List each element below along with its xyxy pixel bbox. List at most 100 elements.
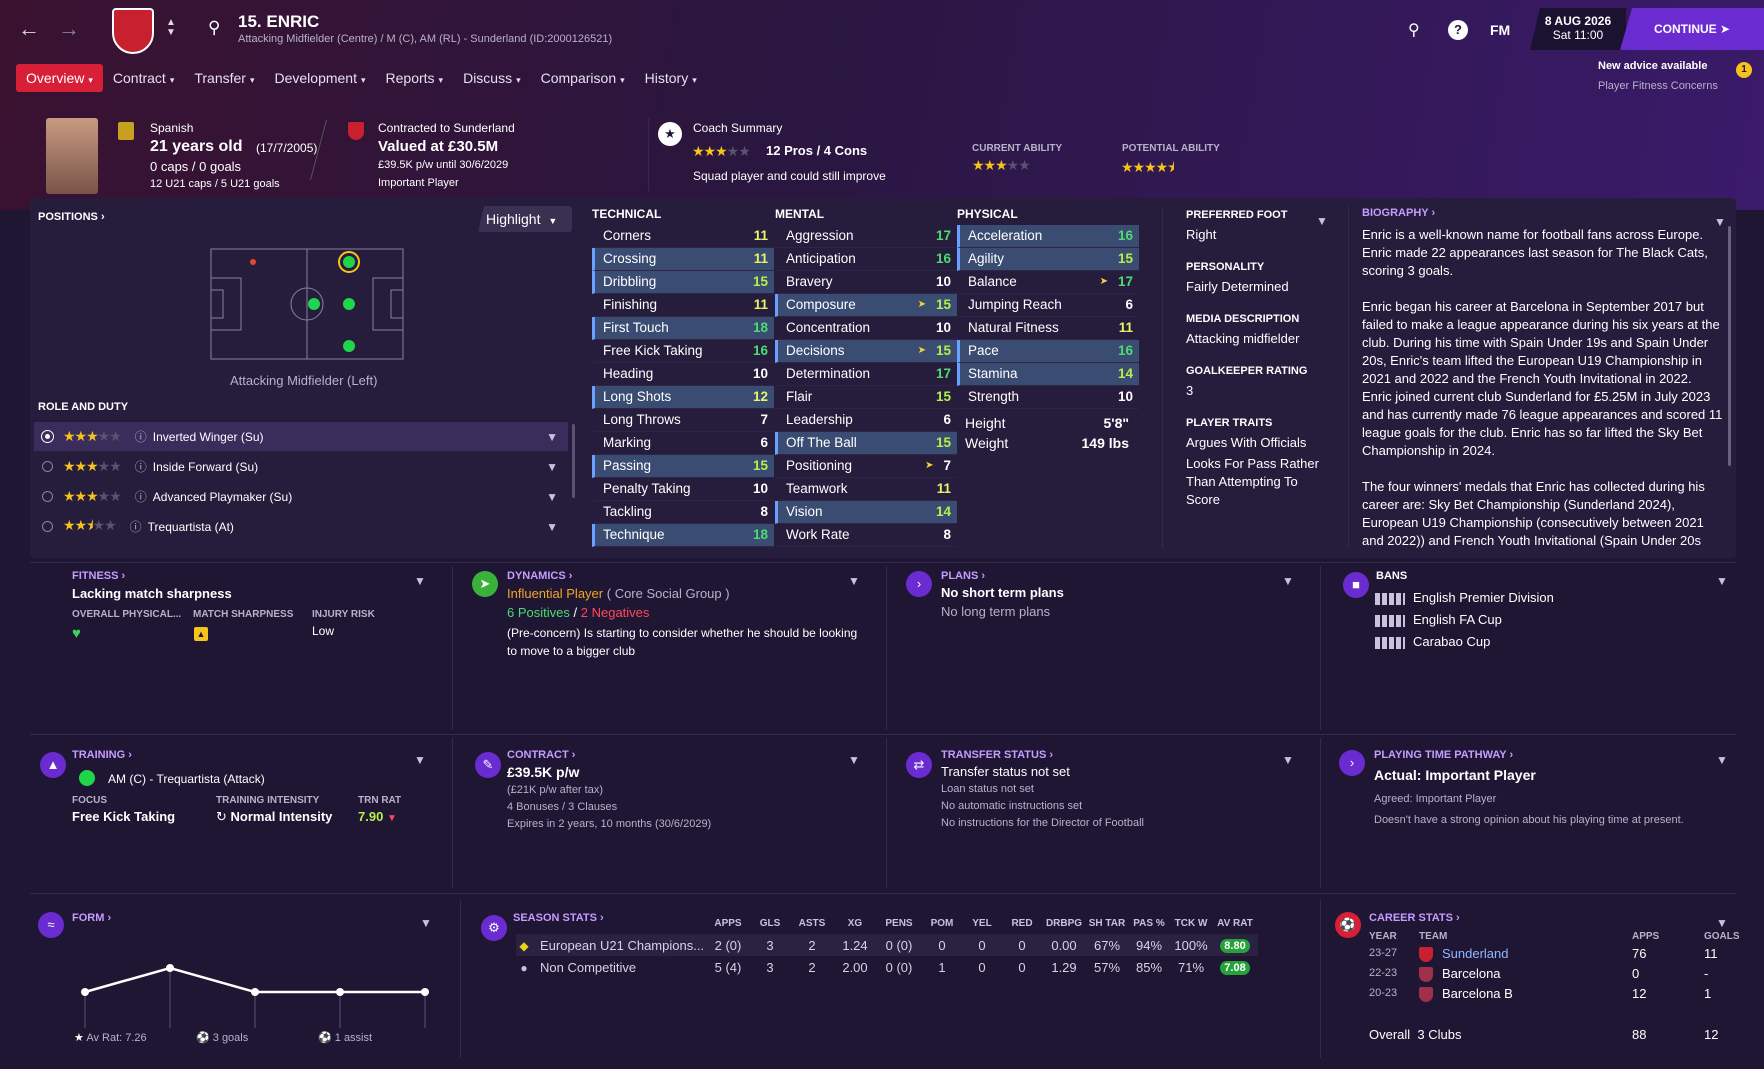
info-icon[interactable]: ⓘ xyxy=(134,490,147,504)
attribute-row[interactable]: Teamwork 11 xyxy=(775,478,957,501)
help-icon[interactable]: ? xyxy=(1448,20,1468,40)
form-title[interactable]: FORM › xyxy=(72,912,112,924)
form-point[interactable] xyxy=(336,988,344,996)
attribute-row[interactable]: Free Kick Taking 16 xyxy=(592,340,774,363)
attribute-row[interactable]: Concentration 10 xyxy=(775,317,957,340)
info-icon[interactable]: ⓘ xyxy=(134,430,147,444)
attribute-row[interactable]: Finishing 11 xyxy=(592,294,774,317)
attribute-row[interactable]: Long Throws 7 xyxy=(592,409,774,432)
training-title[interactable]: TRAINING › xyxy=(72,749,132,761)
attribute-row[interactable]: Tackling 8 xyxy=(592,501,774,524)
career-team[interactable]: Barcelona xyxy=(1442,966,1501,981)
attribute-row[interactable]: Anticipation 16 xyxy=(775,248,957,271)
attribute-row[interactable]: Passing 15 xyxy=(592,455,774,478)
tab-history[interactable]: History ▾ xyxy=(635,64,707,92)
info-icon[interactable]: ⓘ xyxy=(134,460,147,474)
attribute-row[interactable]: Corners 11 xyxy=(592,225,774,248)
career-team[interactable]: Sunderland xyxy=(1442,946,1509,961)
roles-scrollbar[interactable] xyxy=(572,424,575,498)
tab-contract[interactable]: Contract ▾ xyxy=(103,64,184,92)
attribute-row[interactable]: Acceleration 16 xyxy=(957,225,1139,248)
season-row[interactable]: ◆ European U21 Champions... 2 (0) 3 2 1.24 0 (… xyxy=(516,934,1258,956)
attribute-row[interactable]: Stamina 14 xyxy=(957,363,1139,386)
hint-icon[interactable]: ⚲ xyxy=(1408,22,1420,39)
attribute-row[interactable]: Marking 6 xyxy=(592,432,774,455)
pathway-title[interactable]: PLAYING TIME PATHWAY › xyxy=(1374,749,1514,761)
attribute-row[interactable]: Technique 18 xyxy=(592,524,774,547)
attribute-row[interactable]: Flair 15 xyxy=(775,386,957,409)
form-chevron-icon[interactable]: ▼ xyxy=(420,916,432,930)
continue-button[interactable]: CONTINUE ➤ xyxy=(1620,8,1764,50)
biography-chevron-icon[interactable]: ▼ xyxy=(1714,215,1726,229)
role-row[interactable]: ★★★★★ ⓘ Advanced Playmaker (Su) ▼ xyxy=(34,482,568,511)
fitness-title[interactable]: FITNESS › xyxy=(72,570,126,582)
tab-overview[interactable]: Overview ▾ xyxy=(16,64,103,92)
role-row[interactable]: ★★★★★ ⓘ Inverted Winger (Su) ▼ xyxy=(34,422,568,451)
transfer-chevron-icon[interactable]: ▼ xyxy=(1282,753,1294,767)
back-arrow-icon[interactable]: ← xyxy=(18,16,40,41)
dynamics-chevron-icon[interactable]: ▼ xyxy=(848,574,860,588)
attribute-row[interactable]: Vision 14 xyxy=(775,501,957,524)
advice-badge[interactable]: 1 xyxy=(1736,62,1752,78)
role-radio[interactable] xyxy=(42,491,53,502)
biography-scrollbar[interactable] xyxy=(1728,226,1731,466)
role-row[interactable]: ★★⯨★★ ⓘ Trequartista (At) ▼ xyxy=(34,512,568,541)
career-stats-title[interactable]: CAREER STATS › xyxy=(1369,912,1460,924)
season-row[interactable]: ● Non Competitive 5 (4) 3 2 2.00 0 (0) 1 0 0 1.29 5… xyxy=(516,956,1258,978)
attribute-row[interactable]: Crossing 11 xyxy=(592,248,774,271)
attribute-row[interactable]: Aggression 17 xyxy=(775,225,957,248)
attribute-row[interactable]: Composure ➤ 15 xyxy=(775,294,957,317)
attribute-row[interactable]: Positioning ➤ 7 xyxy=(775,455,957,478)
chevron-down-icon[interactable]: ▼ xyxy=(546,519,558,534)
attribute-row[interactable]: Leadership 6 xyxy=(775,409,957,432)
chevron-down-icon[interactable]: ▼ xyxy=(546,489,558,504)
plans-title[interactable]: PLANS › xyxy=(941,570,986,582)
transfer-title[interactable]: TRANSFER STATUS › xyxy=(941,749,1054,761)
dynamics-title[interactable]: DYNAMICS › xyxy=(507,570,573,582)
club-switch-icon[interactable]: ▲ ▼ xyxy=(166,17,176,38)
bans-chevron-icon[interactable]: ▼ xyxy=(1716,574,1728,588)
attribute-row[interactable]: Determination 17 xyxy=(775,363,957,386)
season-stats-title[interactable]: SEASON STATS › xyxy=(513,912,604,924)
foot-chevron-icon[interactable]: ▼ xyxy=(1316,214,1328,228)
attribute-row[interactable]: Jumping Reach 6 xyxy=(957,294,1139,317)
forward-arrow-icon[interactable]: → xyxy=(58,16,80,41)
form-point[interactable] xyxy=(251,988,259,996)
tab-transfer[interactable]: Transfer ▾ xyxy=(184,64,264,92)
attribute-row[interactable]: Decisions ➤ 15 xyxy=(775,340,957,363)
form-point[interactable] xyxy=(166,964,174,972)
form-point[interactable] xyxy=(421,988,429,996)
role-radio[interactable] xyxy=(42,461,53,472)
tab-development[interactable]: Development ▾ xyxy=(264,64,375,92)
attribute-row[interactable]: Agility 15 xyxy=(957,248,1139,271)
tab-discuss[interactable]: Discuss ▾ xyxy=(453,64,531,92)
tab-reports[interactable]: Reports ▾ xyxy=(376,64,454,92)
form-point[interactable] xyxy=(81,988,89,996)
positions-title[interactable]: POSITIONS › xyxy=(38,211,105,223)
attribute-row[interactable]: Pace 16 xyxy=(957,340,1139,363)
plans-chevron-icon[interactable]: ▼ xyxy=(1282,574,1294,588)
attribute-row[interactable]: First Touch 18 xyxy=(592,317,774,340)
search-icon[interactable]: ⚲ xyxy=(208,18,221,37)
attribute-row[interactable]: Penalty Taking 10 xyxy=(592,478,774,501)
role-radio[interactable] xyxy=(42,521,53,532)
contract-title[interactable]: CONTRACT › xyxy=(507,749,576,761)
training-chevron-icon[interactable]: ▼ xyxy=(414,753,426,767)
role-radio[interactable] xyxy=(41,430,54,443)
attribute-row[interactable]: Off The Ball 15 xyxy=(775,432,957,455)
career-chevron-icon[interactable]: ▼ xyxy=(1716,916,1728,930)
club-badge[interactable] xyxy=(112,8,154,54)
attribute-row[interactable]: Balance ➤ 17 xyxy=(957,271,1139,294)
contract-chevron-icon[interactable]: ▼ xyxy=(848,753,860,767)
attribute-row[interactable]: Work Rate 8 xyxy=(775,524,957,547)
attribute-row[interactable]: Bravery 10 xyxy=(775,271,957,294)
advice-subtitle[interactable]: Player Fitness Concerns xyxy=(1598,80,1718,92)
chevron-down-icon[interactable]: ▼ xyxy=(546,459,558,474)
attribute-row[interactable]: Long Shots 12 xyxy=(592,386,774,409)
role-row[interactable]: ★★★★★ ⓘ Inside Forward (Su) ▼ xyxy=(34,452,568,481)
highlight-dropdown[interactable]: Highlight ▼ xyxy=(478,206,572,232)
tab-comparison[interactable]: Comparison ▾ xyxy=(531,64,635,92)
pathway-chevron-icon[interactable]: ▼ xyxy=(1716,753,1728,767)
attribute-row[interactable]: Dribbling 15 xyxy=(592,271,774,294)
advice-title[interactable]: New advice available xyxy=(1598,60,1708,72)
